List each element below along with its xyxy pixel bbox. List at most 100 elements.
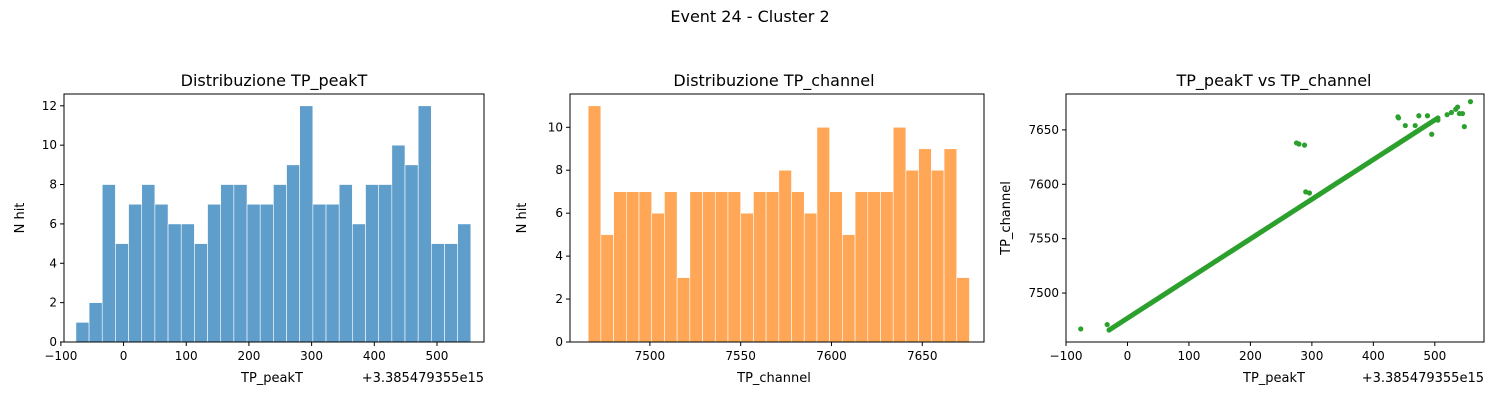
x-tick-label: 200: [1239, 349, 1262, 363]
histogram-bar: [167, 223, 182, 343]
scatter-point: [1454, 104, 1461, 110]
histogram-bar: [905, 169, 919, 343]
histogram-bar: [101, 184, 116, 343]
histogram-bar: [233, 184, 248, 343]
x-tick-label: 7600: [816, 349, 847, 363]
x-tick-label: 0: [1124, 349, 1132, 363]
histogram-bar: [115, 243, 129, 343]
scatter-point: [1429, 131, 1435, 137]
x-tick-label: 400: [363, 349, 386, 363]
histogram-bar: [956, 277, 970, 343]
histogram-bar: [689, 191, 703, 343]
chart-title: Distribuzione TP_peakT: [181, 71, 368, 91]
histogram-bar: [842, 234, 856, 343]
histogram-bar: [338, 184, 353, 343]
histogram-bar: [207, 203, 222, 343]
x-tick-label: 100: [1177, 349, 1200, 363]
histogram-bar: [246, 203, 261, 343]
bars: [587, 105, 970, 343]
histogram-bar: [918, 148, 932, 343]
x-tick-label: 400: [1362, 349, 1385, 363]
histogram-bar: [312, 203, 327, 343]
histogram-bar: [88, 302, 103, 343]
scatter-point: [1301, 142, 1308, 148]
y-tick-label: 6: [49, 217, 57, 231]
y-tick-label: 0: [49, 335, 57, 349]
x-tick-label: 300: [300, 349, 323, 363]
histogram-bar: [417, 105, 432, 343]
histogram-bar: [727, 191, 741, 343]
y-axis-label: N hit: [13, 203, 28, 234]
y-tick-label: 4: [49, 256, 57, 270]
histogram-bar: [286, 164, 301, 343]
x-tick-label: 7650: [907, 349, 938, 363]
chart-title: Distribuzione TP_channel: [673, 71, 874, 91]
histogram-bar: [457, 223, 472, 343]
histogram-bar: [587, 105, 602, 343]
axis-ticks: 7500 7550 7600 7650 0 2 4 6 8 10: [548, 120, 938, 363]
histogram-bar: [325, 203, 340, 343]
bars: [75, 105, 472, 343]
x-tick-label: 0: [120, 349, 128, 363]
y-tick-label: 7650: [1028, 123, 1059, 137]
scatter-point: [1395, 115, 1402, 121]
scatter-point: [1448, 109, 1455, 116]
y-tick-label: 2: [555, 292, 563, 306]
histogram-bar: [352, 223, 366, 343]
y-tick-label: 8: [555, 163, 563, 177]
x-tick-label: 7550: [725, 349, 756, 363]
histogram-bar: [75, 322, 90, 343]
histogram-bar: [664, 191, 678, 343]
x-axis-label: TP_peakT: [1242, 371, 1305, 386]
y-tick-label: 10: [548, 120, 563, 134]
x-axis-label: TP_channel: [736, 371, 811, 386]
histogram-bar: [714, 191, 729, 343]
histogram-bar: [740, 212, 754, 343]
scatter-point: [1296, 141, 1302, 147]
x-tick-label: 300: [1300, 349, 1323, 363]
scatter-point: [1416, 113, 1422, 119]
histogram-bar: [365, 184, 379, 343]
histogram-bar: [791, 191, 805, 343]
histogram-bar: [880, 191, 894, 343]
scatter-point: [1078, 326, 1084, 332]
scatter-point: [1459, 110, 1466, 117]
scatter-point: [1424, 113, 1431, 119]
histogram-bar: [220, 184, 235, 343]
chart-title: TP_peakT vs TP_channel: [1176, 71, 1372, 91]
y-tick-label: 7500: [1028, 286, 1059, 300]
histogram-bar: [194, 243, 208, 343]
scatter-point: [1444, 112, 1450, 118]
axis-ticks: −100 0 100 200 300 400 500 7500 7550 7600 7650: [1028, 123, 1446, 363]
scatter-point: [1412, 122, 1418, 129]
x-tick-label: 500: [1423, 349, 1446, 363]
histogram-bar: [299, 105, 314, 343]
histogram-bar: [676, 277, 691, 343]
histogram-bar: [778, 169, 792, 343]
offset-label: +3.385479355e15: [362, 371, 484, 386]
axes-frame: [63, 93, 485, 343]
x-tick-label: 200: [237, 349, 260, 363]
y-tick-label: 8: [49, 178, 57, 192]
x-tick-label: −100: [1050, 349, 1083, 363]
y-tick-label: 4: [555, 249, 563, 263]
axes-frame: [1065, 93, 1485, 343]
histogram-bar: [765, 191, 780, 343]
scatter-point: [1402, 122, 1408, 129]
figure-title: Event 24 - Cluster 2: [670, 7, 829, 26]
scatter-point: [1461, 124, 1467, 130]
histogram-bar: [702, 191, 716, 343]
histogram-bar: [259, 203, 274, 343]
histogram-bar: [753, 191, 767, 343]
histogram-bar: [854, 191, 869, 343]
histogram-bar: [803, 212, 818, 343]
histogram-bar: [943, 148, 958, 343]
histogram-bar: [154, 203, 169, 343]
offset-label: +3.385479355e15: [1362, 371, 1484, 386]
histogram-bar: [273, 184, 287, 343]
histogram-bar: [816, 126, 830, 343]
histogram-bar: [600, 234, 614, 343]
histogram-bar: [444, 243, 458, 343]
